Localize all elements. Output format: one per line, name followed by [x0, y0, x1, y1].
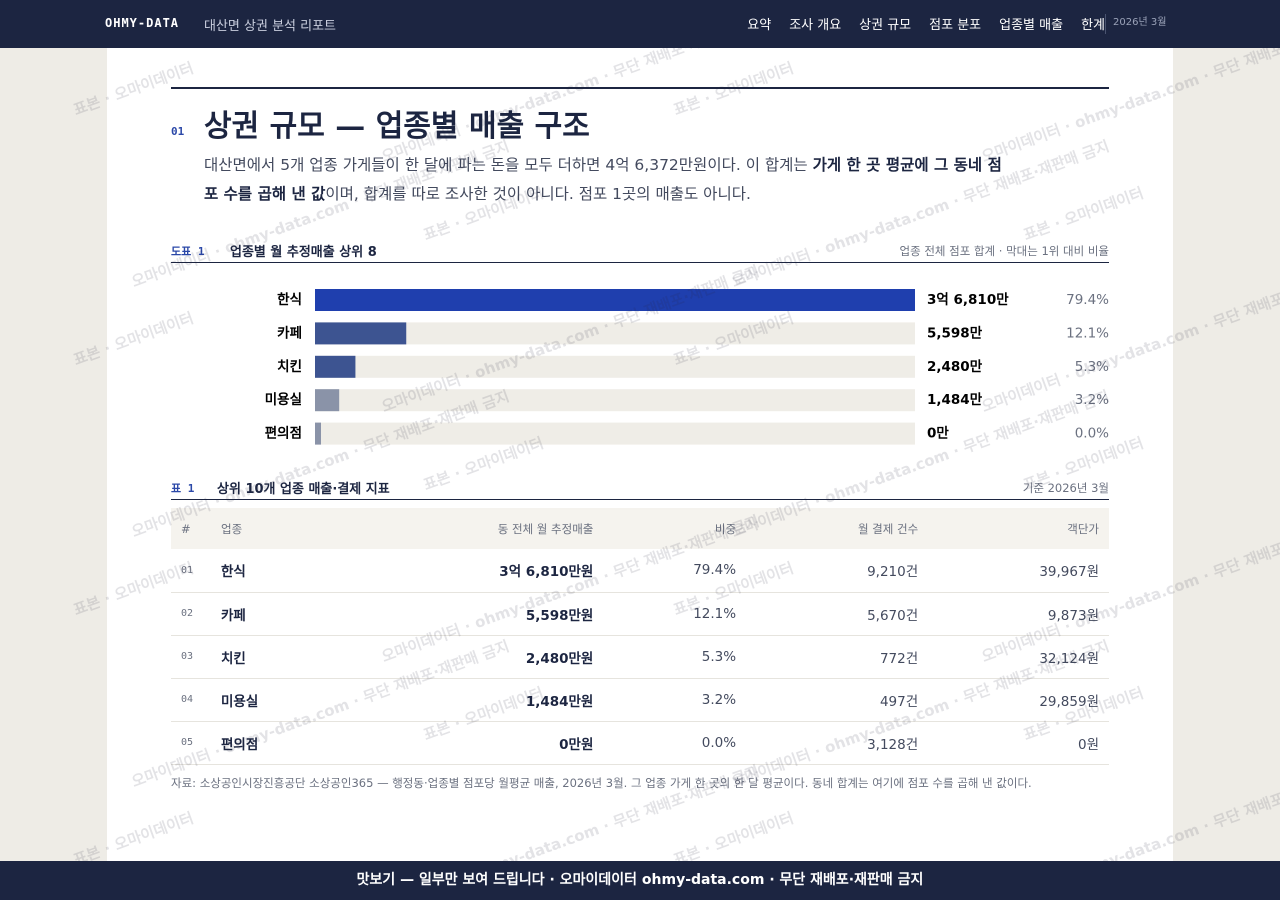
table-cell: 03 — [171, 635, 211, 679]
table-caption: 표 1 상위 10개 업종 매출·결제 지표 기준 2026년 3월 — [171, 478, 1109, 500]
table-cell: 5,598만원 — [340, 592, 604, 636]
report-subtitle: 대산면 상권 분석 리포트 — [204, 19, 336, 34]
nav-link[interactable]: 상권 규모 — [859, 18, 912, 33]
table-cell: 0원 — [928, 721, 1109, 765]
source-note: 자료: 소상공인시장진흥공단 소상공인365 — 행정동·업종별 점포당 월평균… — [171, 776, 1032, 790]
figure-note: 업종 전체 점포 합계 · 막대는 1위 대비 비율 — [899, 244, 1110, 258]
table-cell: 카페 — [211, 592, 341, 636]
section-title: 상권 규모 — 업종별 매출 구조 — [204, 109, 590, 144]
bar-share-label: 3.2% — [1075, 392, 1109, 408]
column-header: 업종 — [211, 508, 341, 549]
column-header: 비중 — [603, 508, 747, 549]
table-cell: 미용실 — [211, 678, 341, 722]
table-note: 기준 2026년 3월 — [1022, 481, 1109, 495]
bar-share-label: 0.0% — [1075, 426, 1109, 442]
table-cell: 편의점 — [211, 721, 341, 765]
table-cell: 05 — [171, 721, 211, 765]
table-row: 03 치킨 2,480만원 5.3% 772건 32,124원 — [171, 635, 1109, 679]
table-row: 02 카페 5,598만원 12.1% 5,670건 9,873원 — [171, 592, 1109, 636]
column-header: 객단가 — [928, 508, 1109, 549]
report-card: 01 상권 규모 — 업종별 매출 구조 대산면에서 5개 업종 가게들이 한 … — [107, 48, 1173, 861]
bar — [315, 422, 321, 445]
table-cell: 39,967원 — [928, 549, 1109, 593]
bar-category: 편의점 — [265, 425, 302, 442]
table-cell: 5.3% — [603, 635, 747, 679]
bar-chart: 한식 3억 6,810만 79.4% 카페 5,598만 12.1% 치킨 2,480만 5.3… — [265, 289, 1109, 445]
table-cell: 치킨 — [211, 635, 341, 679]
table-cell: 01 — [171, 549, 211, 593]
table-row: 01 한식 3억 6,810만원 79.4% 9,210건 39,967원 — [171, 549, 1109, 593]
table-title: 상위 10개 업종 매출·결제 지표 — [217, 482, 390, 497]
figure-title: 업종별 월 추정매출 상위 8 — [230, 245, 377, 260]
figure-caption: 도표 1 업종별 월 추정매출 상위 8 업종 전체 점포 합계 · 막대는 1… — [171, 241, 1109, 263]
bar-value-label: 2,480만 — [927, 359, 983, 375]
table-row: 04 미용실 1,484만원 3.2% 497건 29,859원 — [171, 678, 1109, 722]
table-cell: 9,210건 — [746, 549, 929, 593]
table-cell: 0.0% — [603, 721, 747, 765]
column-header: 월 결제 건수 — [746, 508, 929, 549]
bar-value-label: 5,598만 — [927, 325, 983, 341]
bar-track — [315, 422, 915, 445]
nav-link[interactable]: 업종별 매출 — [999, 18, 1064, 33]
bar-category: 카페 — [277, 325, 302, 341]
column-header: 동 전체 월 추정매출 — [340, 508, 604, 549]
table-label: 표 1 — [171, 482, 195, 495]
table-cell: 29,859원 — [928, 678, 1109, 722]
bar-share-label: 12.1% — [1066, 325, 1109, 341]
table-cell: 5,670건 — [746, 592, 929, 636]
section-number: 01 — [171, 125, 185, 138]
bar-share-label: 79.4% — [1066, 292, 1109, 308]
bar — [315, 322, 407, 345]
table-cell: 772건 — [746, 635, 929, 679]
table-cell: 1,484만원 — [340, 678, 604, 722]
data-table: # 업종 동 전체 월 추정매출 비중 월 결제 건수 객단가 01 한식 3억 6,810만원… — [171, 508, 1109, 765]
nav-link[interactable]: 한계 — [1081, 18, 1105, 33]
table-cell: 0만원 — [340, 721, 604, 765]
nav-link[interactable]: 조사 개요 — [789, 18, 842, 33]
column-header: # — [171, 508, 211, 549]
bar-value-label: 3억 6,810만 — [927, 292, 1009, 308]
lead-text: 이며, 합계를 따로 조사한 것이 아니다. 점포 1곳의 매출도 아니다. — [325, 185, 751, 203]
bar — [315, 289, 915, 311]
nav-link[interactable]: 점포 분포 — [929, 18, 982, 33]
lead-emphasis: 가게 한 곳 평균에 그 동네 점포 수를 곱해 낸 값 — [204, 156, 1002, 203]
table-cell: 한식 — [211, 549, 341, 593]
bar-category: 미용실 — [265, 392, 302, 408]
top-bar: OHMY-DATA 대산면 상권 분석 리포트 요약 조사 개요 상권 규모 점포 분… — [0, 0, 1280, 48]
bar — [315, 389, 340, 412]
table-cell: 79.4% — [603, 549, 747, 593]
report-date: 2026년 3월 — [1105, 14, 1166, 34]
lead: 대산면에서 5개 업종 가게들이 한 달에 파는 돈을 모두 더하면 4억 6,… — [204, 151, 1004, 209]
table-cell: 9,873원 — [928, 592, 1109, 636]
bar-track — [315, 322, 915, 345]
bar-share-label: 5.3% — [1075, 359, 1109, 375]
figure-label: 도표 1 — [171, 245, 205, 258]
table-cell: 2,480만원 — [340, 635, 604, 679]
nav-link[interactable]: 요약 — [747, 18, 772, 33]
table-row: 05 편의점 0만원 0.0% 3,128건 0원 — [171, 721, 1109, 765]
nav: 요약 조사 개요 상권 규모 점포 분포 업종별 매출 한계 — [747, 14, 1105, 33]
bar-value-label: 0만 — [927, 426, 949, 442]
table-cell: 02 — [171, 592, 211, 636]
section-rule — [171, 87, 1109, 89]
bar-category: 치킨 — [277, 358, 302, 375]
preview-banner: 맛보기 — 일부만 보여 드립니다 · 오마이데이터 ohmy-data.com… — [0, 861, 1280, 900]
bar — [315, 355, 356, 378]
table-cell: 3억 6,810만원 — [340, 549, 604, 593]
bar-category: 한식 — [277, 292, 302, 308]
bar-track — [315, 389, 915, 412]
table-cell: 497건 — [746, 678, 929, 722]
lead-text: 대산면에서 5개 업종 가게들이 한 달에 파는 돈을 모두 더하면 4억 6,… — [204, 156, 813, 174]
table-cell: 3.2% — [603, 678, 747, 722]
bar-track — [315, 355, 915, 378]
table-cell: 04 — [171, 678, 211, 722]
header-row: # 업종 동 전체 월 추정매출 비중 월 결제 건수 객단가 — [171, 508, 1109, 549]
bar-value-label: 1,484만 — [927, 392, 983, 408]
table-cell: 3,128건 — [746, 721, 929, 765]
table-cell: 32,124원 — [928, 635, 1109, 679]
brand[interactable]: OHMY-DATA — [105, 16, 180, 30]
table-cell: 12.1% — [603, 592, 747, 636]
